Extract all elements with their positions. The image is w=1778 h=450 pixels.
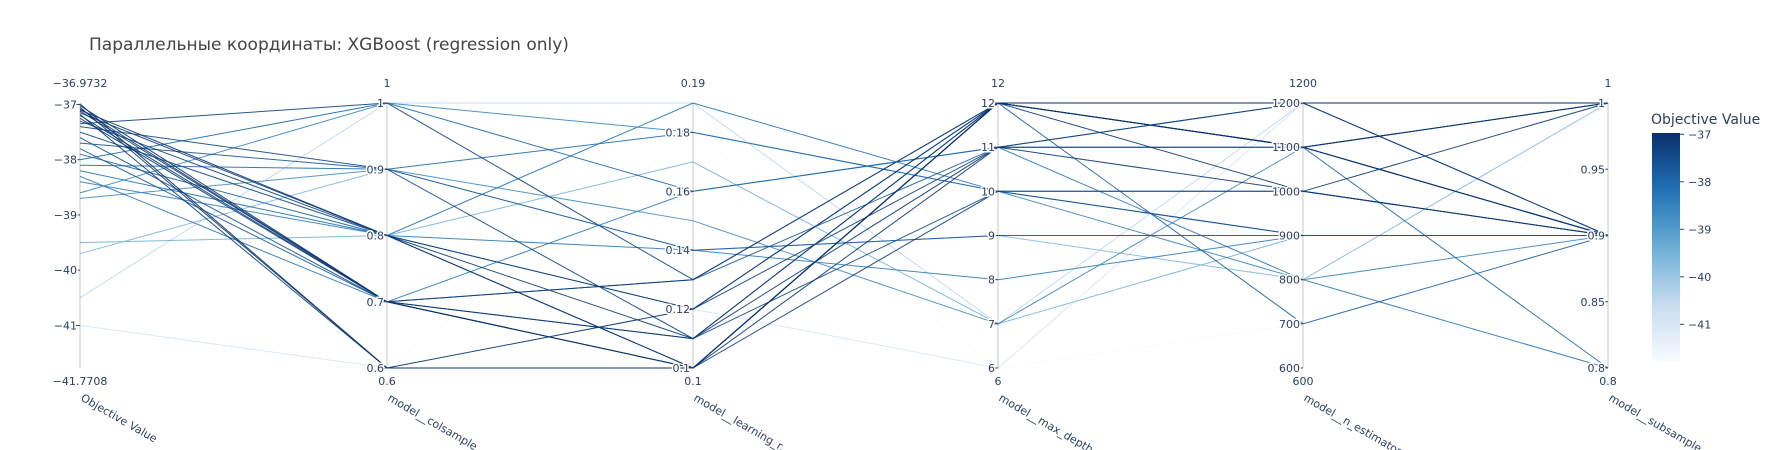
axis-tick-label: 1100 — [1272, 141, 1300, 154]
axis-tick-label: 12 — [981, 97, 995, 110]
axis-tick-label: 0.7 — [367, 296, 385, 309]
axis[interactable]: 1 0.95 0.9 0.85 0.8 1 0.8 model__subsample — [1579, 77, 1705, 450]
axis-tick-label: 0.14 — [666, 244, 691, 257]
axis-tick-label: 0.18 — [666, 126, 691, 139]
axis-range-max: 1 — [384, 77, 391, 90]
axis-range-min: 600 — [1293, 375, 1314, 388]
trial-line — [79, 142, 1608, 251]
axis-tick-label: 800 — [1279, 274, 1300, 287]
axis-label: model__colsample_... — [386, 391, 494, 450]
colorbar-gradient — [1652, 133, 1680, 361]
axis-tick-label: 0.9 — [1588, 230, 1606, 243]
axis-tick-label: 11 — [981, 141, 995, 154]
trial-line — [80, 102, 1609, 369]
colorbar-tick-label: −38 — [1688, 176, 1711, 189]
axis-tick-label: 0.8 — [367, 230, 385, 243]
axis-range-min: 0.8 — [1599, 375, 1617, 388]
colorbar-tick-label: −39 — [1688, 223, 1711, 236]
colorbar-tick-label: −37 — [1688, 128, 1711, 141]
axis-tick-label: 0.12 — [666, 303, 691, 316]
axis-range-max: 0.19 — [681, 77, 706, 90]
axis-tick-label: 1 — [1598, 97, 1605, 110]
colorbar-tick-label: −40 — [1688, 271, 1711, 284]
trial-lines — [79, 102, 1609, 369]
trial-line — [79, 131, 1609, 236]
axis-tick-label: −39 — [54, 209, 77, 222]
trial-line — [79, 146, 1609, 369]
axis[interactable]: 12 11 10 9 8 7 6 12 6 model__max_depth — [980, 77, 1096, 450]
axis-tick-label: −40 — [54, 264, 77, 277]
axis-tick-label: 1200 — [1272, 97, 1300, 110]
axis-tick-label: 6 — [988, 362, 995, 375]
axis-range-min: −41.7708 — [53, 375, 108, 388]
axis-tick-label: 0.6 — [367, 362, 385, 375]
trial-line — [79, 102, 1609, 369]
trial-line — [79, 181, 1608, 281]
axis-label: model__subsample — [1607, 391, 1705, 450]
trial-line — [79, 102, 1608, 369]
axis-tick-label: 0.9 — [367, 163, 385, 176]
trial-line — [79, 102, 1608, 310]
axis-range-min: 0.6 — [378, 375, 396, 388]
axis-tick-label: 600 — [1279, 362, 1300, 375]
axis-tick-label: 0.8 — [1588, 362, 1606, 375]
axis-range-min: 0.1 — [684, 375, 702, 388]
axis-range-max: 1 — [1605, 77, 1612, 90]
colorbar-tick-label: −41 — [1688, 318, 1711, 331]
axis-tick-label: −38 — [54, 154, 77, 167]
axis-range-max: 1200 — [1289, 77, 1317, 90]
trial-line — [79, 110, 1609, 369]
axis-tick-label: 7 — [988, 318, 995, 331]
axis[interactable]: 1200 1100 1000 900 800 700 600 1200 600 model__n_… — [1271, 77, 1409, 450]
trial-line — [79, 137, 1608, 340]
axis-range-min: 6 — [995, 375, 1002, 388]
axis-tick-label: −41 — [54, 319, 77, 332]
axis-tick-label: 8 — [988, 274, 995, 287]
colorbar-title: Objective Value — [1651, 112, 1760, 128]
axis-tick-label: 700 — [1279, 318, 1300, 331]
axis-label: model__learning_r... — [692, 391, 793, 450]
axis[interactable]: 1 0.9 0.8 0.7 0.6 1 0.6 model__colsample_... — [365, 77, 494, 450]
axis-label: Objective Value — [79, 391, 160, 445]
axis-range-max: 12 — [991, 77, 1005, 90]
axis-label: model__max_depth — [997, 391, 1096, 450]
axes: −37 −38 −39 −40 −41 −36.9732 −41.7708 Objective… — [52, 77, 1705, 450]
axis-tick-label: 1 — [377, 97, 384, 110]
axis-tick-label: 9 — [988, 230, 995, 243]
axis-tick-label: 900 — [1279, 230, 1300, 243]
chart-title: Параллельные координаты: XGBoost (regres… — [89, 35, 569, 55]
axis-tick-label: 1000 — [1272, 185, 1300, 198]
axis[interactable]: −37 −38 −39 −40 −41 −36.9732 −41.7708 Objective… — [52, 77, 160, 446]
axis-tick-label: 0.1 — [673, 362, 691, 375]
axis-tick-label: 0.95 — [1581, 163, 1606, 176]
axis-tick-label: 10 — [981, 185, 995, 198]
axis-tick-label: 0.16 — [666, 185, 691, 198]
axis-range-max: −36.9732 — [53, 77, 108, 90]
colorbar: Objective Value −37 −38 −39 −40 −41 — [1651, 112, 1760, 361]
axis-tick-label: −37 — [54, 98, 77, 111]
axis-label: model__n_estimators — [1302, 391, 1409, 450]
axis-tick-label: 0.85 — [1581, 296, 1606, 309]
